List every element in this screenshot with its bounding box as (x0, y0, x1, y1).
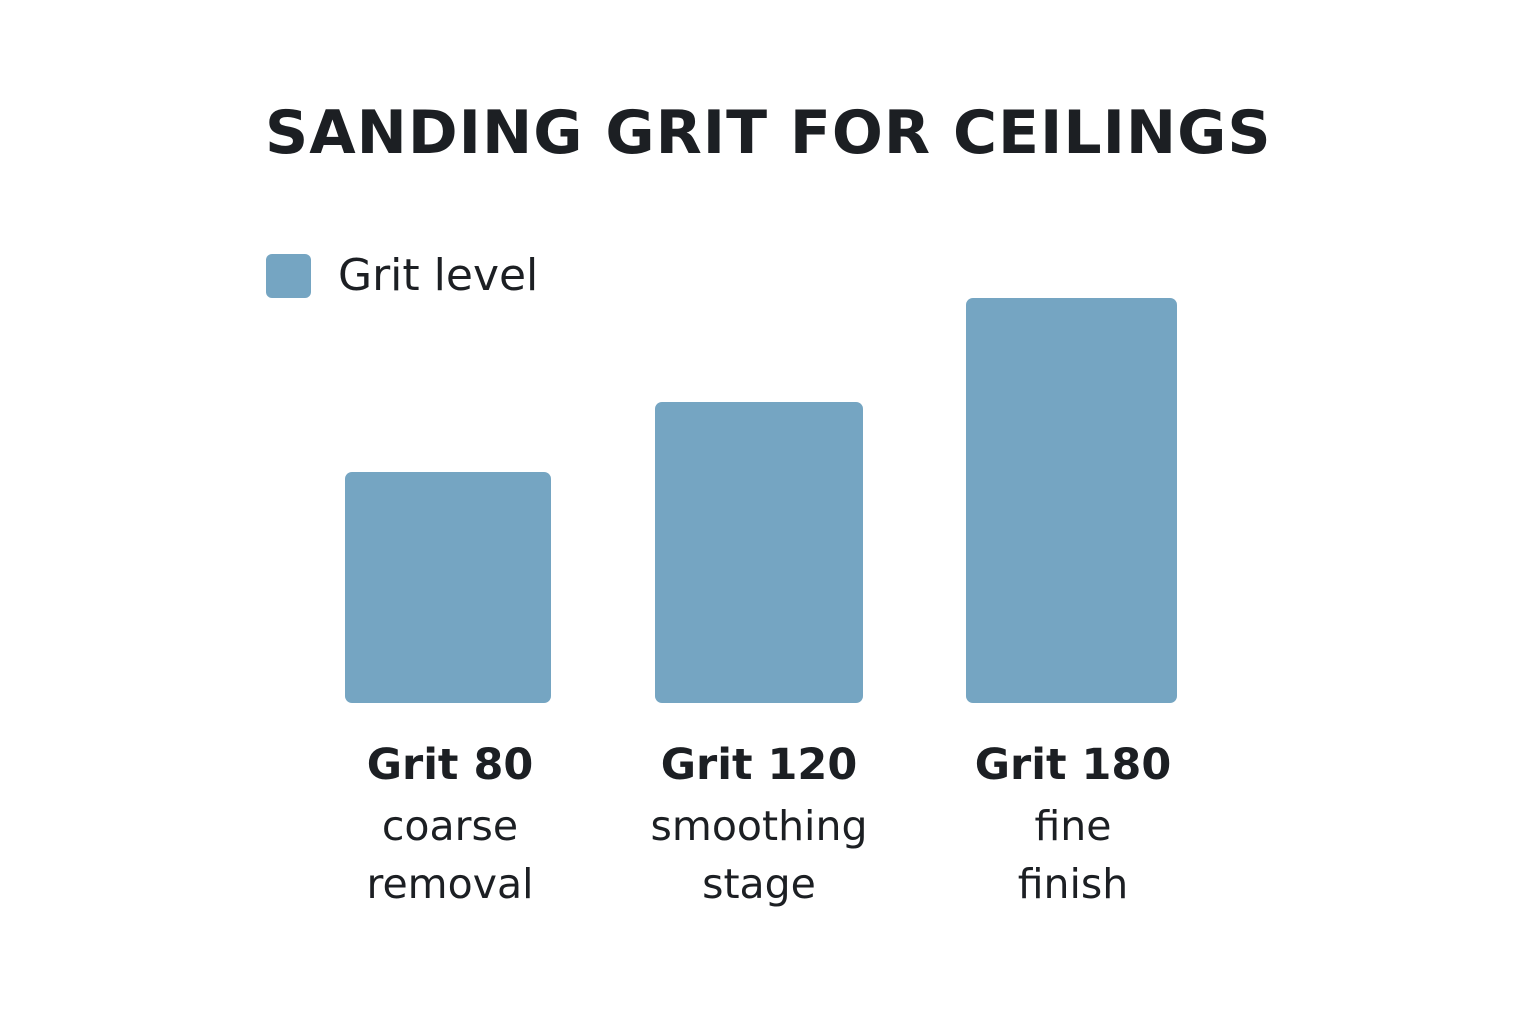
bar-grit-120 (655, 402, 863, 703)
category-name: Grit 180 (974, 740, 1172, 790)
category-label-1: Grit 120 smoothing stage (599, 733, 919, 913)
category-name: Grit 120 (660, 740, 858, 790)
bar-grit-80 (345, 472, 551, 703)
category-desc-line2: stage (702, 860, 816, 908)
category-label-2: Grit 180 fine finish (913, 733, 1233, 913)
category-desc-line1: smoothing (650, 802, 868, 850)
category-name: Grit 80 (366, 740, 534, 790)
category-desc-line1: coarse (381, 802, 519, 850)
legend-label: Grit level (338, 250, 539, 301)
category-label-0: Grit 80 coarse removal (290, 733, 610, 913)
bar-grit-180 (966, 298, 1177, 703)
category-desc-line1: fine (1034, 802, 1112, 850)
category-desc-line2: removal (366, 860, 534, 908)
legend-swatch (266, 254, 311, 298)
category-desc-line2: finish (1017, 860, 1129, 908)
chart-title: SANDING GRIT FOR CEILINGS (265, 98, 1272, 168)
